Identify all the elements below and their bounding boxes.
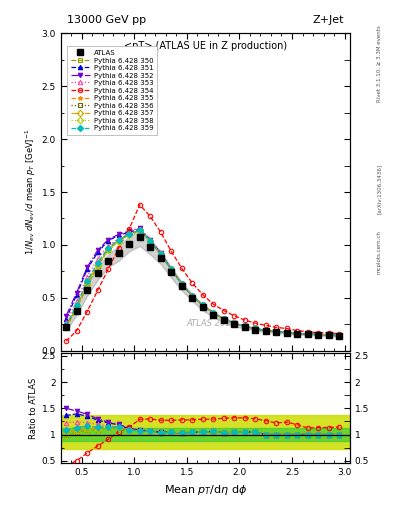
Text: [arXiv:1306.3436]: [arXiv:1306.3436] (377, 164, 382, 214)
Text: <pT> (ATLAS UE in Z production): <pT> (ATLAS UE in Z production) (124, 41, 287, 51)
Text: ATLAS 2019: ATLAS 2019 (186, 319, 236, 329)
Text: Rivet 3.1.10, ≥ 3.3M events: Rivet 3.1.10, ≥ 3.3M events (377, 26, 382, 102)
Legend: ATLAS, Pythia 6.428 350, Pythia 6.428 351, Pythia 6.428 352, Pythia 6.428 353, P: ATLAS, Pythia 6.428 350, Pythia 6.428 35… (67, 46, 157, 135)
Text: mcplots.cern.ch: mcplots.cern.ch (377, 230, 382, 274)
X-axis label: Mean $p_T$/d$\eta$ d$\phi$: Mean $p_T$/d$\eta$ d$\phi$ (163, 483, 247, 497)
Y-axis label: Ratio to ATLAS: Ratio to ATLAS (29, 378, 37, 439)
Y-axis label: $1/N_{ev}$ $dN_{ev}/d$ mean $p_T$ [GeV]$^{-1}$: $1/N_{ev}$ $dN_{ev}/d$ mean $p_T$ [GeV]$… (23, 129, 37, 255)
Text: Z+Jet: Z+Jet (312, 15, 344, 25)
Text: 13000 GeV pp: 13000 GeV pp (67, 15, 146, 25)
